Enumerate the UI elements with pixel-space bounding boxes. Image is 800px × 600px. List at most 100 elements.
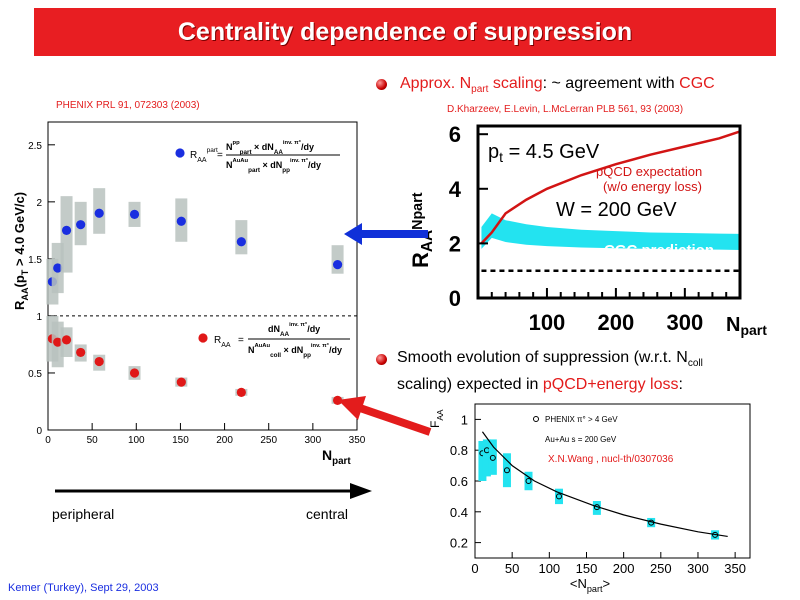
data-point [61, 335, 72, 345]
data-point [176, 377, 186, 387]
pqcd-label: (w/o energy loss) [603, 179, 702, 194]
x-tick-label: 0 [471, 561, 478, 576]
data-point [332, 259, 343, 270]
x-tick-label: 100 [538, 561, 560, 576]
y-tick-label: 0 [36, 426, 42, 437]
y-axis-label: FAA [428, 409, 445, 428]
x-axis-label: Npart [322, 447, 351, 467]
data-point [94, 208, 104, 218]
bullet-1-sub: part [471, 84, 489, 96]
x-tick-label: 0 [45, 435, 51, 446]
plot-frame [476, 124, 742, 300]
bullet-1-prefix: Approx. N [400, 75, 472, 92]
y-tick-label: 1 [36, 312, 42, 323]
x-tick-label: 100 [128, 435, 145, 446]
x-tick-label: 350 [724, 561, 746, 576]
x-tick-label: 200 [598, 310, 635, 335]
theory-curve [481, 431, 728, 538]
blue-pointer-arrow [344, 223, 428, 245]
chart-reference: X.N.Wang , nucl-th/0307036 [548, 454, 674, 465]
y-tick-label: 2 [449, 231, 461, 256]
x-tick-label: 300 [305, 435, 322, 446]
legend-marker [175, 148, 185, 158]
data-point [53, 263, 63, 273]
y-tick-label: 1.5 [28, 255, 42, 266]
x-tick-label: 50 [505, 561, 519, 576]
slide-title: Centrality dependence of suppression [177, 17, 633, 46]
legend-label: PHENIX π° > 4 GeV [545, 415, 618, 424]
data-point [53, 337, 63, 347]
cgc-reference: D.Kharzeev, E.Levin, L.McLerran PLB 561,… [447, 104, 684, 115]
pt-annotation: pt = 4.5 GeV [488, 141, 600, 165]
centrality-direction-arrow [55, 483, 372, 499]
bullet-1: Approx. Npart scaling: ~ agreement with … [400, 73, 715, 100]
data-point [76, 220, 86, 230]
x-axis-label: <Npart> [570, 576, 610, 594]
x-tick-label: 150 [576, 561, 598, 576]
cgc-band [481, 213, 740, 250]
pqcd-curve [480, 130, 741, 245]
legend-equals: = [238, 335, 244, 346]
footer: Kemer (Turkey), Sept 29, 2003 [8, 582, 159, 594]
legend-marker [198, 333, 208, 343]
y-tick-label: 0.5 [28, 369, 42, 380]
data-point [236, 387, 246, 397]
systematic-box [554, 488, 563, 505]
x-tick-label: 250 [260, 435, 277, 446]
data-point [489, 454, 496, 461]
title-bar: Centrality dependence of suppression [34, 8, 776, 56]
systematic-box [502, 453, 511, 488]
legend-formula-numerator: dNAAinv. π°/dy [268, 322, 320, 338]
x-tick-label: 50 [87, 435, 99, 446]
x-tick-label: 200 [613, 561, 635, 576]
y-tick-label: 0.4 [450, 505, 468, 520]
data-point [236, 237, 246, 247]
data-point [129, 209, 140, 219]
pqcd-label: pQCD expectation [596, 164, 702, 179]
y-tick-label: 6 [449, 122, 461, 147]
y-tick-label: 2.5 [28, 141, 42, 152]
y-tick-label: 0.6 [450, 474, 468, 489]
left-reference: PHENIX PRL 91, 072303 (2003) [56, 100, 200, 111]
x-tick-label: 100 [529, 310, 566, 335]
data-point [176, 216, 186, 226]
legend-formula-denominator: NAuAucoll × dNppinv. π°/dy [248, 343, 342, 359]
legend-equals: = [217, 150, 223, 161]
data-point [525, 478, 532, 484]
bullet-1-colon: : ~ agreement with [542, 75, 680, 92]
cgc-label: CGC prediction [604, 242, 714, 259]
y-tick-label: 1 [461, 412, 468, 427]
data-point [503, 467, 510, 474]
energy-loss-chart: 0.2 0.4 0.6 0.8 1 0 50 100 150 200 250 300 350 FAA <Np… [428, 403, 751, 594]
y-tick-label: 4 [449, 177, 462, 202]
systematic-box [478, 440, 487, 481]
bullet-icon [376, 79, 387, 90]
x-tick-label: 250 [650, 561, 672, 576]
x-tick-label: 300 [666, 310, 703, 335]
x-tick-label: 350 [349, 435, 366, 446]
legend-label: RAApart [190, 147, 218, 164]
bullet-2: Smooth evolution of suppression (w.r.t. … [397, 347, 797, 395]
bullet-icon [376, 354, 387, 365]
data-point [61, 225, 72, 235]
data-point [555, 493, 562, 500]
y-tick-label: 2 [36, 198, 42, 209]
data-point [129, 368, 140, 378]
legend-formula-denominator: NAuAupart × dNppinv. π°/dy [226, 158, 321, 174]
bullet-2-highlight: pQCD+energy loss [542, 376, 679, 394]
peripheral-label: peripheral [52, 506, 115, 522]
red-pointer-arrow [338, 396, 432, 436]
data-point [332, 395, 343, 405]
systematic-box [592, 501, 601, 515]
raa-centrality-chart: 0 0.5 1 1.5 2 2.5 0 50 100 150 200 250 300 350 RAA(pT … [12, 121, 366, 467]
energy-annotation: W = 200 GeV [556, 199, 677, 221]
y-axis-label: RAA(pT > 4.0 GeV/c) [12, 192, 30, 310]
bullet-1-highlight: CGC [679, 75, 715, 92]
systematic-box [647, 517, 656, 528]
bullet-2-suffix: : [678, 376, 683, 394]
x-tick-label: 300 [687, 561, 709, 576]
legend-label: RAA [214, 335, 231, 349]
y-tick-label: 0.8 [450, 443, 468, 458]
bullet-1-mid: scaling [488, 75, 543, 92]
systematic-box [482, 439, 491, 477]
